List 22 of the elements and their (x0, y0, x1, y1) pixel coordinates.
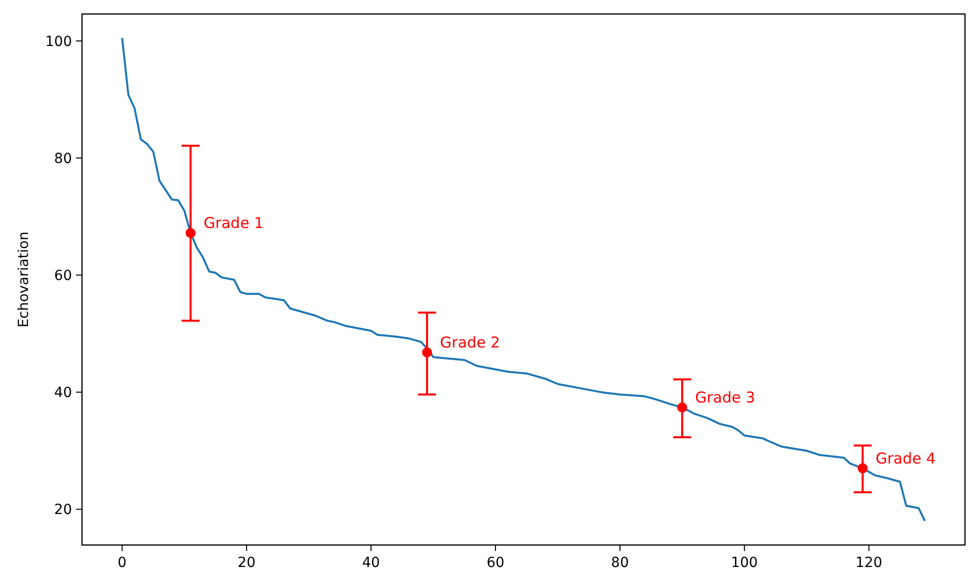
annotation: Grade 2 (440, 333, 500, 352)
y-tick-label: 80 (54, 150, 72, 167)
line-series (121, 37, 926, 522)
y-tick-label: 40 (54, 385, 72, 402)
point (858, 463, 868, 474)
point (422, 347, 432, 358)
annotation: Grade 3 (695, 388, 756, 406)
y-tick-label: 60 (54, 268, 72, 284)
annotation: Grade 4 (876, 449, 936, 468)
x-tick-label: 60 (486, 555, 504, 570)
x-tick-label: 0 (118, 555, 127, 570)
y-tick-label: 100 (45, 34, 72, 50)
x-tick-label: 40 (362, 555, 380, 570)
x-tick-label: 100 (731, 555, 758, 570)
point (186, 228, 196, 238)
y-axis-title: Echovariation (16, 232, 32, 328)
point (677, 402, 688, 412)
annotation: Grade 1 (204, 214, 264, 232)
x-tick-label: 120 (855, 555, 882, 570)
x-tick-label: 20 (238, 555, 256, 570)
y-tick-label: 20 (54, 502, 72, 518)
x-tick-label: 80 (611, 555, 629, 570)
